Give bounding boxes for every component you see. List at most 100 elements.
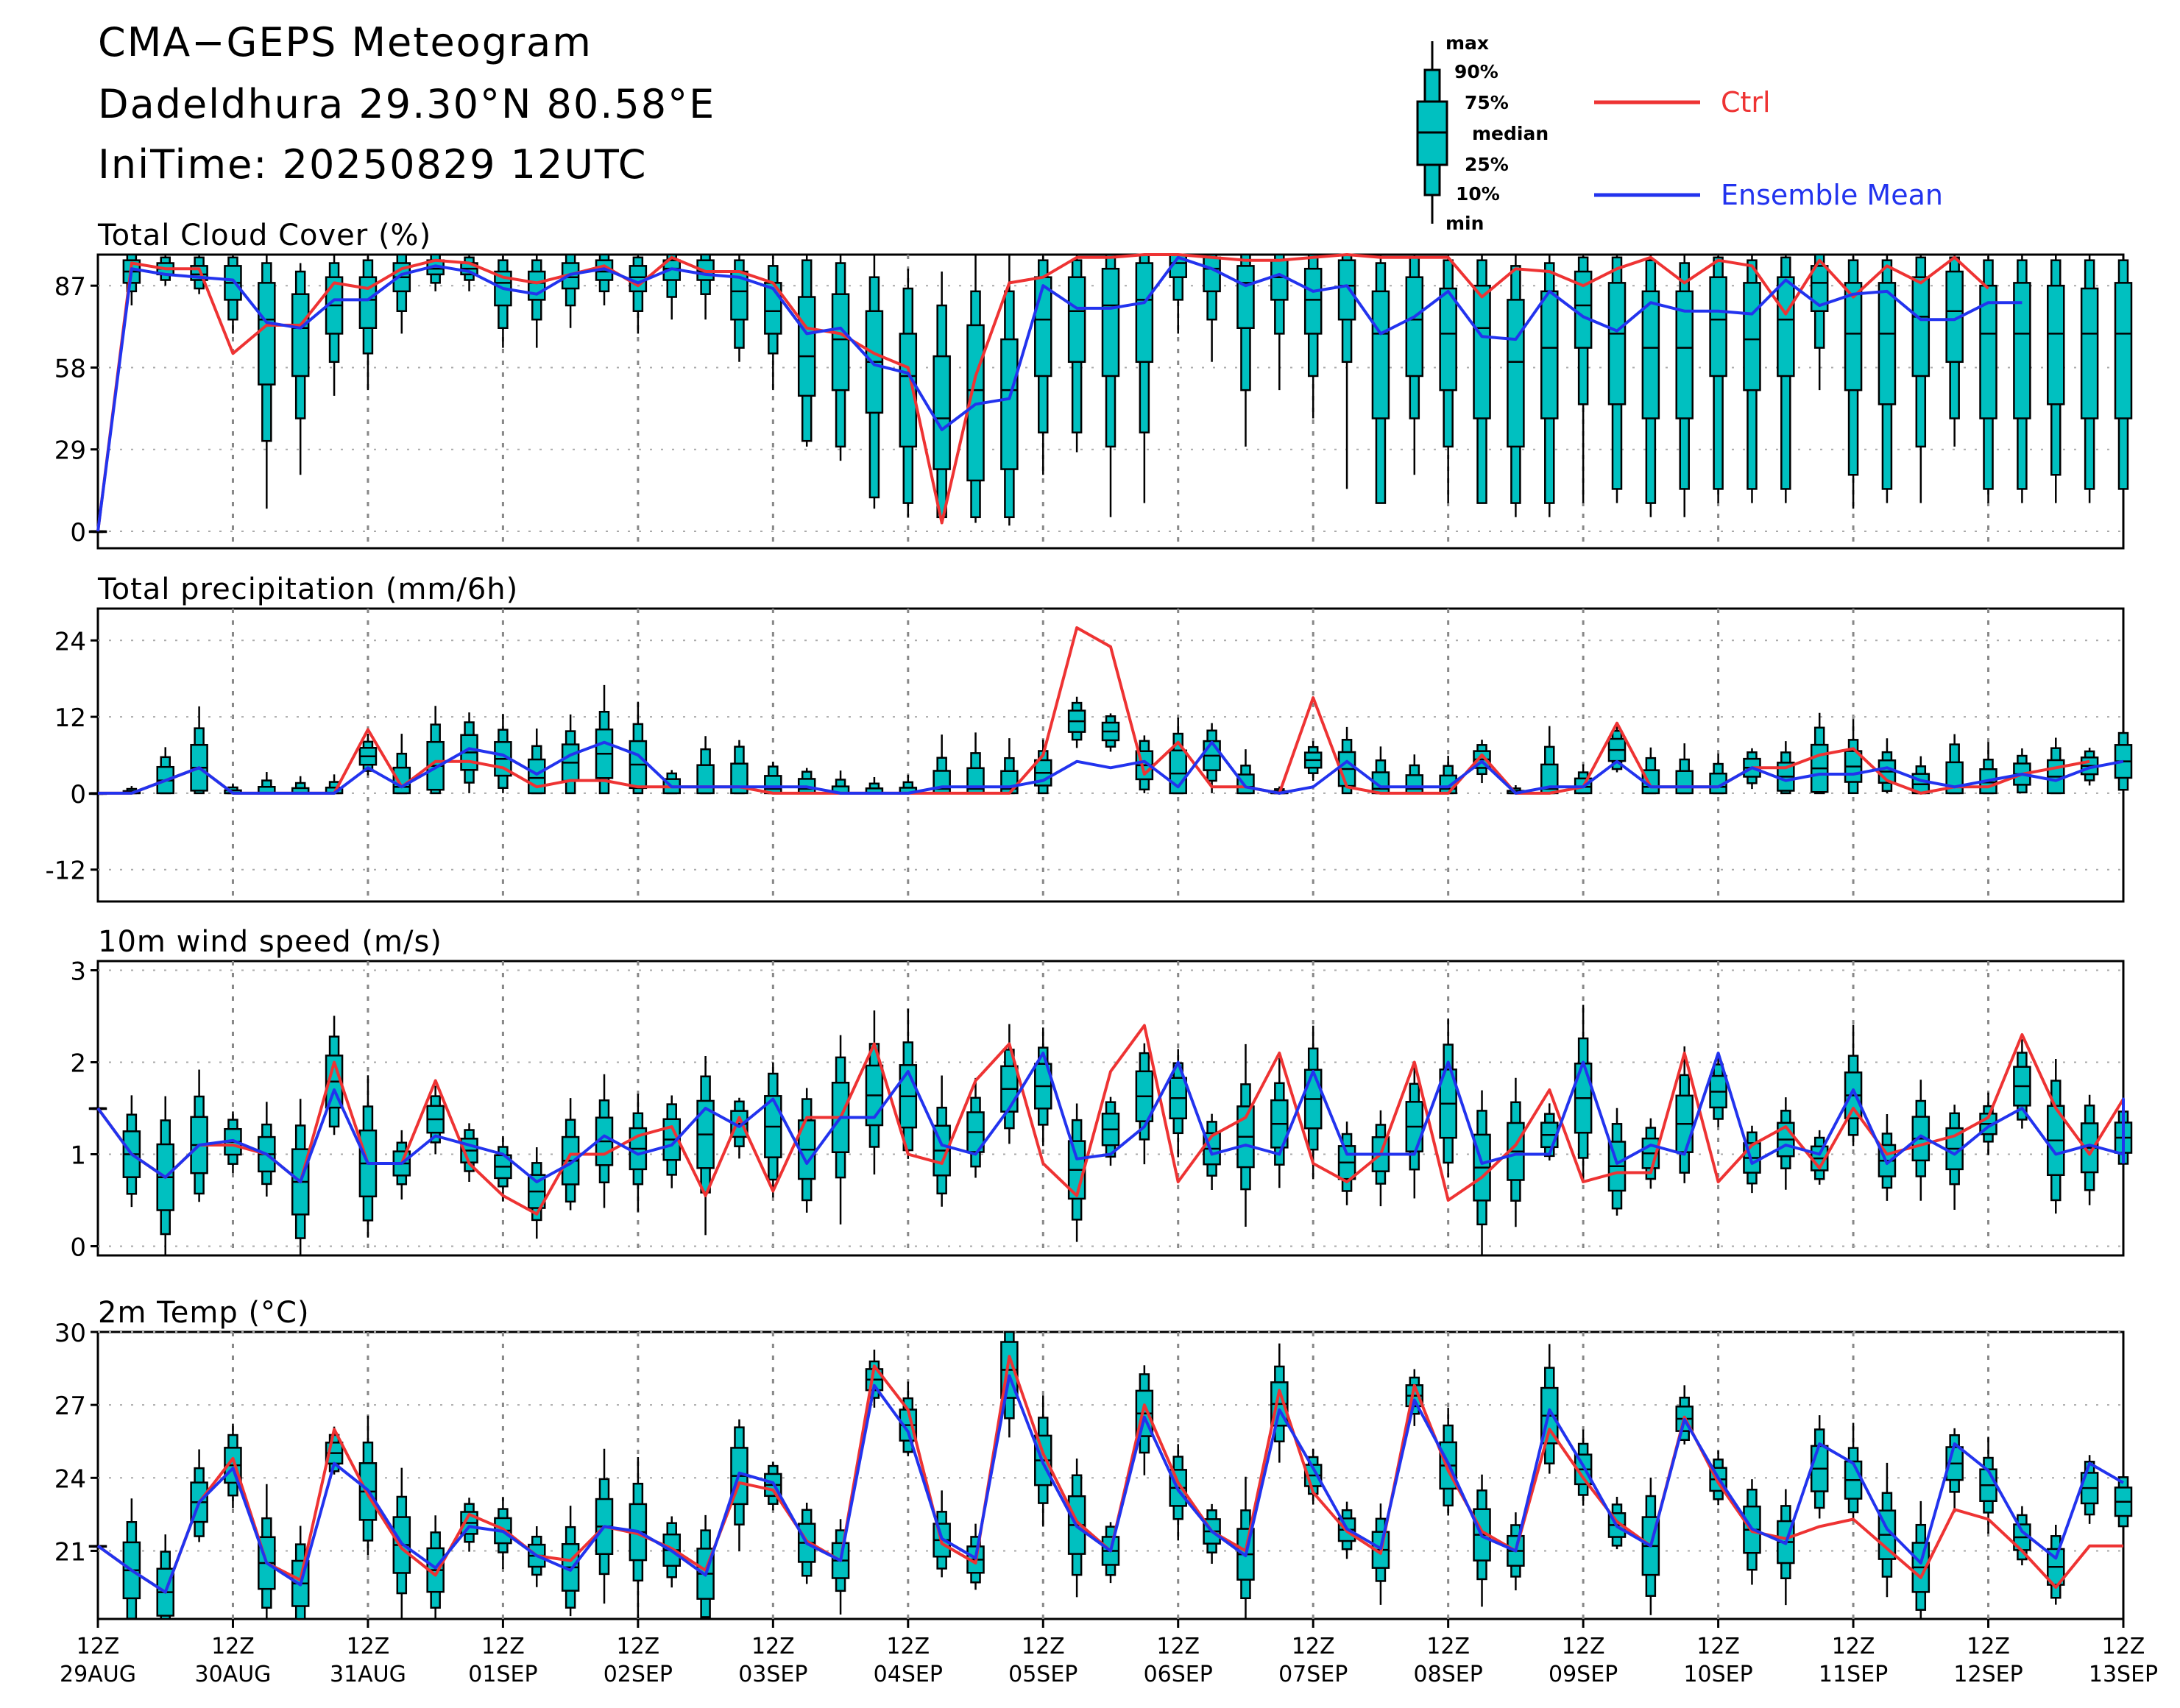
box-plot bbox=[764, 762, 782, 795]
box-plot bbox=[1371, 746, 1390, 795]
x-tick-hour: 12Z bbox=[886, 1634, 930, 1659]
x-tick-date: 01SEP bbox=[468, 1662, 537, 1687]
box-plot bbox=[662, 253, 681, 320]
box-plot bbox=[1101, 713, 1120, 752]
station-location: Dadeldhura 29.30°N 80.58°E bbox=[98, 81, 716, 127]
box-plot bbox=[291, 776, 310, 795]
box-plot bbox=[2114, 1463, 2133, 1535]
box-plot bbox=[932, 1075, 951, 1207]
x-tick-hour: 12Z bbox=[347, 1634, 390, 1659]
box-inner bbox=[1371, 290, 1390, 419]
box-plot bbox=[528, 1147, 546, 1239]
box-plot bbox=[629, 255, 648, 334]
y-tick-label: 2 bbox=[70, 1049, 86, 1079]
box-inner bbox=[1979, 284, 1997, 419]
x-tick-hour: 12Z bbox=[751, 1634, 795, 1659]
panel-0: Total Cloud Cover (%) 0 29 58 87 bbox=[54, 219, 2133, 550]
x-tick-hour: 12Z bbox=[1156, 1634, 1200, 1659]
box-plot bbox=[966, 732, 985, 795]
ensemble-mean-line bbox=[96, 1374, 2124, 1594]
box-plot bbox=[325, 255, 344, 396]
box-plot bbox=[1675, 1046, 1694, 1183]
box-plot bbox=[1270, 1057, 1289, 1188]
box-plot bbox=[1945, 1428, 1964, 1513]
box-plot bbox=[1135, 1043, 1154, 1165]
box-plot bbox=[1303, 741, 1323, 782]
box-plot bbox=[291, 263, 310, 475]
box-plot bbox=[426, 1085, 445, 1155]
box-inner bbox=[1203, 256, 1221, 293]
box-plot bbox=[1405, 255, 1424, 475]
box-plot bbox=[1371, 255, 1390, 504]
panel-title: Total Cloud Cover (%) bbox=[97, 219, 431, 252]
box-plot bbox=[1878, 738, 1897, 793]
x-tick-date: 13SEP bbox=[2089, 1662, 2158, 1687]
box-plot bbox=[595, 684, 614, 795]
box-plot bbox=[1101, 253, 1120, 517]
box-inner bbox=[1101, 267, 1120, 378]
ensemble-mean-line bbox=[96, 1052, 2125, 1183]
x-tick-hour: 12Z bbox=[1022, 1634, 1065, 1659]
box-plot bbox=[2080, 255, 2099, 503]
box-plot bbox=[899, 269, 918, 517]
ctrl-line bbox=[96, 1024, 2125, 1216]
y-tick-label: 24 bbox=[54, 627, 86, 656]
panel-title: 10m wind speed (m/s) bbox=[98, 925, 442, 959]
box-plot bbox=[932, 272, 951, 520]
box-plot bbox=[797, 255, 816, 447]
box-inner bbox=[1270, 259, 1289, 301]
x-tick-date: 08SEP bbox=[1414, 1662, 1483, 1687]
x-tick-date: 30AUG bbox=[195, 1662, 272, 1687]
box-plot bbox=[1911, 1080, 1930, 1201]
box-plot bbox=[865, 1010, 884, 1174]
box-inner bbox=[1405, 774, 1424, 795]
box-plot bbox=[1303, 253, 1323, 419]
box-plot bbox=[1303, 1025, 1323, 1180]
box-inner bbox=[831, 293, 850, 391]
y-tick-label: 27 bbox=[54, 1392, 86, 1421]
panel-2: 10m wind speed (m/s) 0 1 2 3 bbox=[70, 925, 2133, 1263]
box-plot bbox=[561, 253, 580, 328]
legend-box-label: min bbox=[1445, 213, 1484, 234]
box-inner bbox=[258, 282, 276, 386]
legend-box-label: 25% bbox=[1465, 154, 1509, 175]
box-plot bbox=[696, 736, 715, 795]
box-plot bbox=[2013, 255, 2031, 503]
box-plot bbox=[1607, 255, 1627, 503]
box-inner bbox=[1878, 282, 1897, 405]
box-plot bbox=[190, 706, 208, 795]
ctrl-line bbox=[96, 253, 1989, 532]
box-inner bbox=[1303, 267, 1323, 335]
x-tick-date: 11SEP bbox=[1819, 1662, 1888, 1687]
box-plot bbox=[764, 1461, 782, 1511]
x-tick-date: 31AUG bbox=[330, 1662, 406, 1687]
box-plot bbox=[1878, 255, 1897, 503]
box-plot bbox=[696, 1056, 715, 1236]
panel-1: Total precipitation (mm/6h) -12 0 12 24 bbox=[45, 573, 2133, 903]
y-tick-label: 21 bbox=[54, 1537, 86, 1567]
legend-box-label: 10% bbox=[1456, 183, 1500, 205]
x-tick-hour: 12Z bbox=[1292, 1634, 1335, 1659]
box-plot bbox=[528, 255, 546, 348]
box-plot bbox=[2114, 255, 2133, 503]
box-plot bbox=[1101, 1096, 1120, 1166]
box-plot bbox=[1607, 723, 1627, 773]
y-tick-label: 24 bbox=[54, 1464, 86, 1494]
box-plot bbox=[831, 770, 850, 795]
box-plot bbox=[865, 255, 884, 509]
box-inner bbox=[358, 276, 378, 330]
box-inner bbox=[1034, 276, 1052, 378]
box-plot bbox=[258, 772, 276, 795]
box-plot bbox=[156, 747, 174, 795]
box-inner bbox=[2080, 287, 2099, 419]
box-plot bbox=[730, 255, 749, 362]
legend-ctrl-label: Ctrl bbox=[1721, 86, 1771, 118]
box-plot bbox=[88, 530, 107, 534]
x-tick-hour: 12Z bbox=[1967, 1634, 2010, 1659]
legend-box-label: median bbox=[1472, 123, 1549, 144]
box-plot bbox=[2080, 1094, 2099, 1205]
box-plot bbox=[358, 255, 378, 391]
box-plot bbox=[1507, 255, 1525, 517]
legend: max 90% 75% median 25% 10% min Ctrl Ensemble Mea… bbox=[1416, 32, 1943, 234]
y-tick-label: 30 bbox=[54, 1319, 86, 1348]
